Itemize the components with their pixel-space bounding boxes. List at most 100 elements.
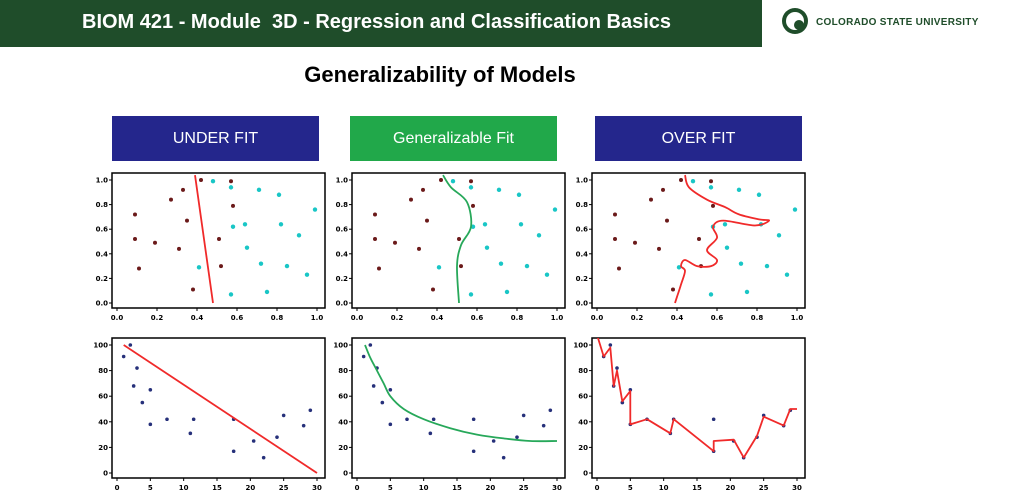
class-a-point: [219, 264, 223, 269]
fit-curve-under: [123, 344, 318, 474]
x-tick-label: 0.4: [191, 314, 204, 322]
class-a-point: [469, 179, 473, 184]
class-b-point: [244, 245, 250, 250]
y-tick-label: 0.0: [576, 300, 589, 308]
classification-plot-generalizable: 0.0 0.2 0.4 0.6 0.8 1.0 0.0 0.2 0.4 0.6 0.8 1.0: [336, 172, 566, 322]
y-tick-label: 0.6: [336, 226, 349, 234]
x-tick-label: 0.2: [391, 314, 404, 322]
class-b-point: [736, 187, 742, 193]
x-tick-label: 20: [725, 484, 735, 492]
x-tick-label: 10: [659, 484, 669, 492]
class-b-point: [304, 272, 310, 277]
data-point: [608, 343, 613, 347]
class-b-point: [450, 179, 456, 184]
class-a-point: [133, 237, 137, 242]
y-tick-label: 20: [578, 444, 588, 452]
class-b-point: [764, 263, 770, 269]
x-tick-label: 0.6: [231, 314, 244, 322]
data-point: [371, 384, 376, 388]
class-b-point: [498, 261, 504, 266]
class-a-point: [417, 246, 421, 251]
y-tick-label: 0.2: [576, 275, 589, 283]
class-b-point: [518, 222, 524, 227]
classification-plot-underfit: 0.0 0.2 0.4 0.6 0.8 1.0 0.0 0.2 0.4 0.6 0.8 1.0: [96, 172, 326, 322]
data-point: [615, 366, 619, 370]
class-a-point: [409, 197, 413, 202]
x-tick-label: 1.0: [311, 314, 324, 322]
class-b-point: [228, 185, 234, 190]
y-tick-label: 100: [573, 342, 588, 350]
class-b-point: [312, 207, 318, 212]
fit-curve-generalizable: [364, 344, 558, 443]
class-b-point: [258, 261, 264, 266]
x-tick-label: 5: [628, 484, 633, 492]
class-b-point: [210, 179, 216, 184]
x-tick-label: 0: [115, 484, 120, 492]
y-tick-label: 1.0: [336, 177, 349, 185]
data-point: [308, 408, 313, 413]
class-b-point: [756, 192, 762, 197]
y-tick-label: 0.0: [336, 300, 349, 308]
x-tick-label: 1.0: [791, 314, 804, 322]
class-a-point: [177, 246, 181, 251]
class-a-point: [373, 237, 377, 242]
fit-curve-over: [674, 174, 770, 304]
class-a-point: [431, 287, 435, 292]
y-tick-label: 0.4: [576, 250, 589, 258]
class-b-point: [496, 187, 502, 193]
class-b-point: [724, 245, 730, 250]
x-tick-label: 5: [148, 484, 153, 492]
y-tick-label: 0.8: [96, 201, 109, 209]
x-tick-label: 0.6: [471, 314, 484, 322]
data-point: [471, 417, 476, 422]
y-tick-label: 0.6: [96, 226, 109, 234]
x-tick-label: 0.2: [631, 314, 644, 322]
fit-curve-over: [597, 338, 797, 459]
x-tick-label: 30: [792, 484, 802, 492]
y-tick-label: 0: [103, 470, 108, 478]
university-name: COLORADO STATE UNIVERSITY: [816, 17, 979, 28]
class-b-point: [708, 292, 714, 297]
class-a-point: [377, 266, 381, 271]
class-a-point: [697, 237, 701, 242]
data-point: [261, 455, 266, 460]
x-tick-label: 1.0: [551, 314, 564, 322]
data-point: [165, 417, 169, 422]
data-point: [231, 449, 236, 454]
class-a-point: [181, 187, 185, 192]
class-a-point: [421, 187, 425, 192]
class-a-point: [471, 203, 475, 208]
x-tick-label: 5: [388, 484, 393, 492]
y-tick-label: 80: [338, 367, 348, 375]
class-b-point: [276, 192, 282, 197]
data-point: [541, 423, 546, 428]
data-point: [501, 455, 506, 460]
data-point: [428, 431, 433, 436]
y-tick-label: 0.6: [576, 226, 589, 234]
data-point: [491, 439, 496, 443]
course-title: BIOM 421 - Module 3D - Regression and Cl…: [82, 11, 672, 33]
x-tick-label: 15: [212, 484, 222, 492]
class-a-point: [661, 187, 665, 192]
class-a-point: [373, 212, 377, 217]
x-tick-label: 0.8: [271, 314, 284, 322]
y-tick-label: 60: [578, 393, 588, 401]
data-point: [140, 400, 145, 405]
x-tick-label: 0.8: [751, 314, 764, 322]
class-a-point: [393, 240, 397, 245]
x-tick-label: 0.0: [591, 314, 604, 322]
data-point: [388, 388, 393, 392]
y-tick-label: 60: [98, 393, 108, 401]
regression-plot-generalizable: 0 5 10 15 20 25 30 0 20 40 60 80 100: [333, 337, 566, 492]
class-a-point: [617, 266, 621, 271]
y-tick-label: 40: [338, 418, 348, 426]
class-a-point: [657, 246, 661, 251]
class-b-point: [484, 245, 490, 250]
label-generalizable-fit: Generalizable Fit: [350, 116, 557, 161]
regression-plot-overfit: 0 5 10 15 20 25 30 0 20 40 60 80 100: [573, 337, 806, 492]
class-a-point: [671, 287, 675, 292]
class-a-point: [133, 212, 137, 217]
data-point: [471, 449, 476, 454]
plot-frame: [591, 337, 806, 479]
class-b-point: [468, 292, 474, 297]
